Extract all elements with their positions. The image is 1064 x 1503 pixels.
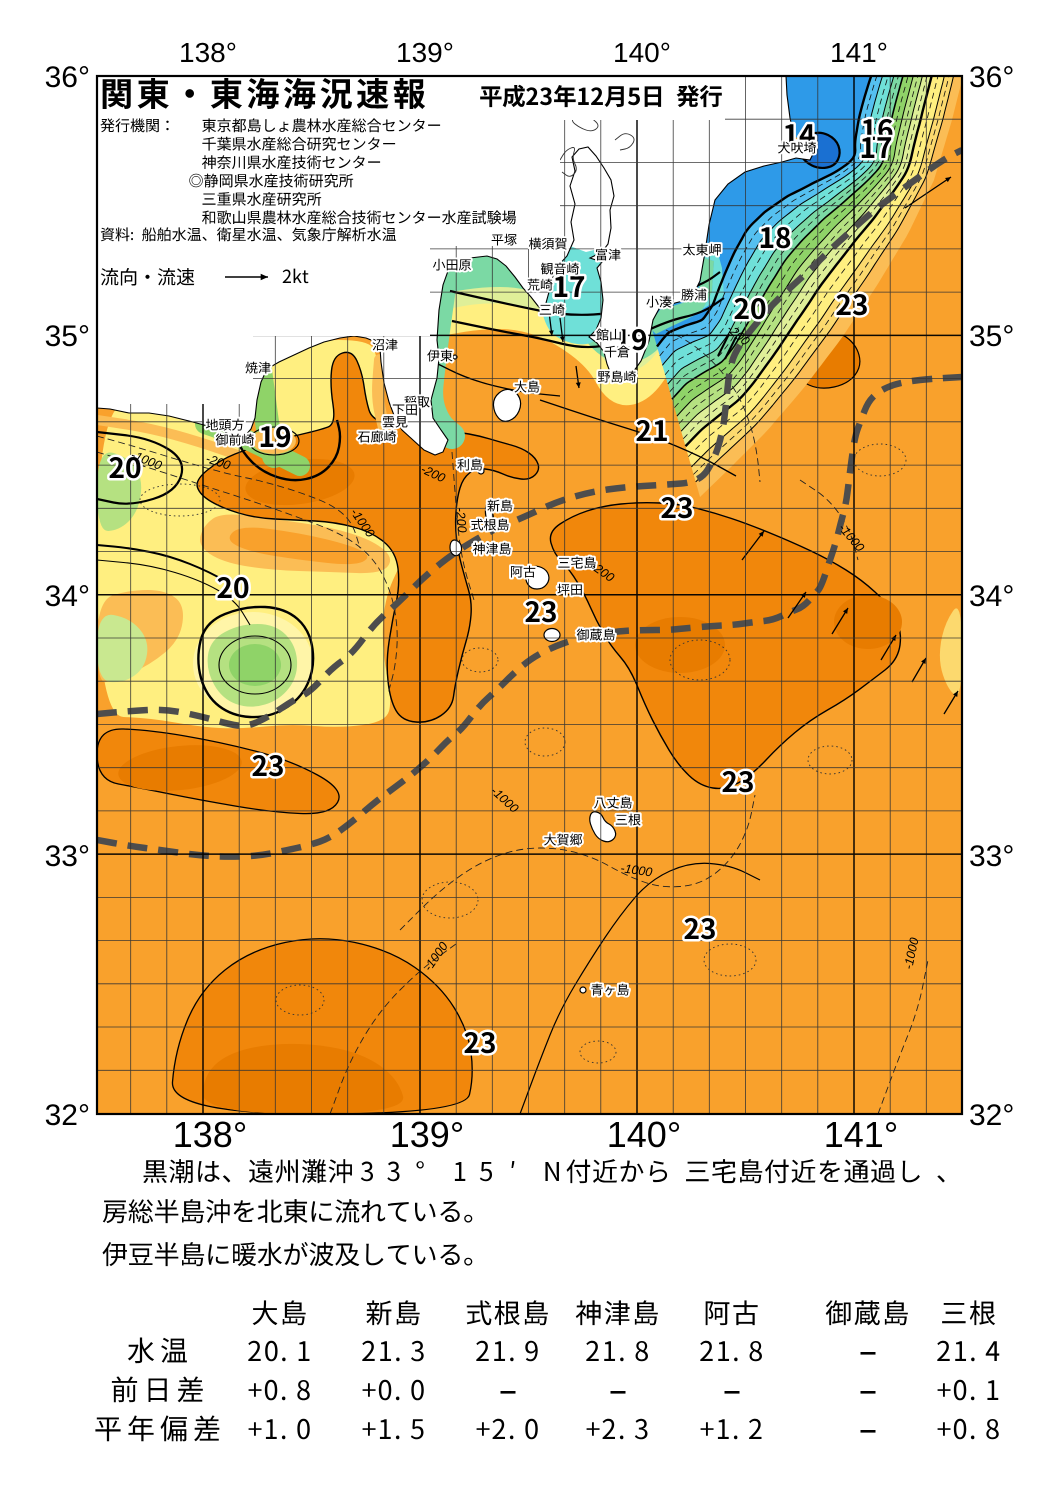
svg-text:35°: 35° <box>45 320 90 353</box>
svg-text:141°: 141° <box>824 1114 898 1155</box>
svg-text:34°: 34° <box>969 580 1014 613</box>
svg-text:-200: -200 <box>453 507 469 533</box>
svg-text:35°: 35° <box>969 320 1014 353</box>
svg-text:141°: 141° <box>830 37 888 68</box>
svg-text:-1000: -1000 <box>901 936 921 970</box>
svg-text:139°: 139° <box>390 1114 464 1155</box>
svg-text:33°: 33° <box>969 840 1014 873</box>
svg-text:33°: 33° <box>45 840 90 873</box>
svg-text:138°: 138° <box>179 37 237 68</box>
svg-text:140°: 140° <box>613 37 671 68</box>
svg-text:32°: 32° <box>45 1099 90 1132</box>
svg-text:36°: 36° <box>45 61 90 94</box>
svg-text:-1000: -1000 <box>620 861 654 879</box>
svg-text:34°: 34° <box>45 580 90 613</box>
svg-text:140°: 140° <box>607 1114 681 1155</box>
svg-text:139°: 139° <box>396 37 454 68</box>
svg-text:32°: 32° <box>969 1099 1014 1132</box>
svg-text:138°: 138° <box>173 1114 247 1155</box>
svg-text:36°: 36° <box>969 61 1014 94</box>
